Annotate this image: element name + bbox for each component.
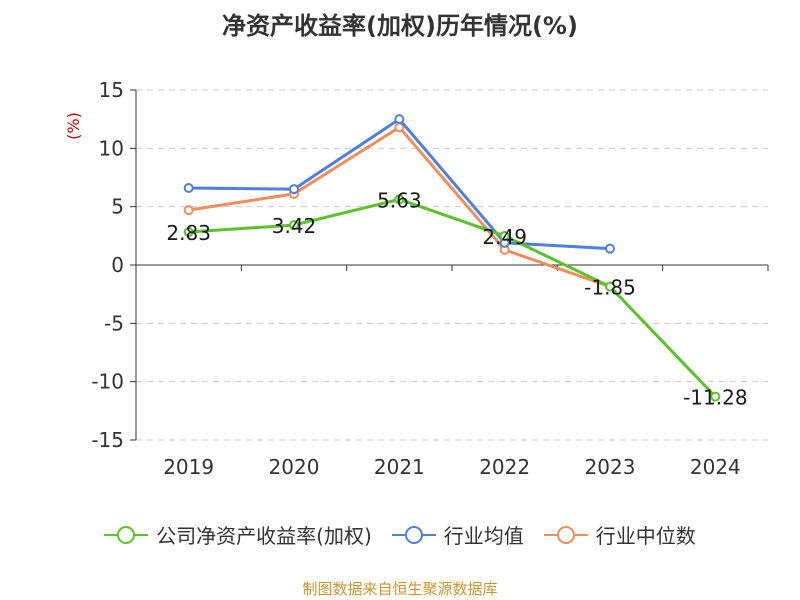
y-tick-label: -15 [91,428,124,452]
source-note: 制图数据来自恒生聚源数据库 [302,580,498,598]
legend-label-company: 公司净资产收益率(加权) [156,524,372,548]
legend: 公司净资产收益率(加权) 行业均值 行业中位数 [0,520,800,549]
x-tick-label: 2021 [374,455,425,479]
data-point-1 [394,114,405,125]
legend-label-industry-median: 行业中位数 [595,524,696,548]
data-point-0 [605,281,615,292]
data-label: 3.42 [272,214,317,238]
data-point-0 [394,194,405,205]
data-label: 2.49 [482,225,527,249]
data-point-1 [183,183,194,193]
data-point-1 [605,243,615,254]
legend-swatch-industry-median [543,525,588,544]
legend-item-company[interactable]: 公司净资产收益率(加权) [104,520,372,549]
x-tick-label: 2020 [269,455,320,479]
data-point-0 [710,391,721,402]
data-point-0 [183,226,194,237]
data-point-1 [289,184,299,195]
y-tick-label: 0 [111,253,124,277]
y-tick-label: -10 [91,370,124,394]
legend-swatch-industry-mean [391,525,436,544]
data-point-2 [183,205,194,216]
data-point-0 [499,230,510,241]
data-label: -11.28 [683,386,747,410]
y-tick-label: 5 [111,195,124,219]
y-tick-label: 10 [99,136,124,160]
x-tick-label: 2019 [163,455,214,479]
data-label: 2.83 [166,221,211,245]
data-label: -1.85 [584,276,636,300]
x-tick-label: 2022 [479,455,530,479]
legend-item-industry-median[interactable]: 行业中位数 [543,520,696,549]
chart-title: 净资产收益率(加权)历年情况(%) [222,12,578,40]
x-tick-label: 2023 [585,455,636,479]
legend-item-industry-mean[interactable]: 行业均值 [391,520,524,549]
y-axis-label: (%) [64,112,83,140]
x-tick-label: 2024 [690,455,741,479]
y-tick-label: 15 [99,78,124,102]
legend-swatch-company [104,525,149,544]
legend-label-industry-mean: 行业均值 [443,524,524,548]
data-point-0 [289,220,299,231]
y-tick-label: -5 [104,311,124,335]
data-label: 5.63 [377,188,422,212]
series-line-0 [188,197,717,398]
